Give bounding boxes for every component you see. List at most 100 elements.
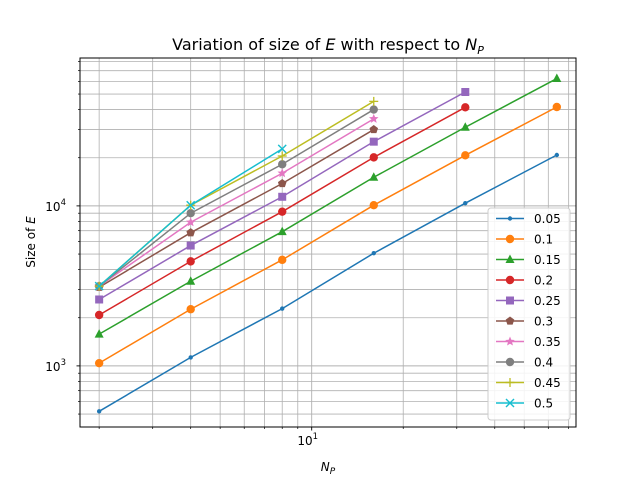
data-point <box>369 125 379 134</box>
series-line <box>98 77 558 335</box>
marker-shape <box>460 122 470 131</box>
legend-entry: 0.45 <box>496 376 561 390</box>
marker-shape <box>369 172 379 181</box>
marker-shape <box>186 276 196 285</box>
series-line <box>98 118 375 287</box>
data-point <box>186 241 195 250</box>
marker-shape <box>277 226 287 236</box>
data-point <box>277 168 287 178</box>
marker-shape <box>461 151 470 160</box>
marker-shape <box>506 296 514 305</box>
marker-shape <box>461 87 470 96</box>
data-point <box>96 409 102 414</box>
marker-shape <box>94 329 104 338</box>
series-0.15 <box>94 73 562 338</box>
data-point <box>95 295 104 304</box>
data-point <box>369 96 379 106</box>
marker-shape <box>369 125 379 134</box>
data-point <box>186 305 195 314</box>
axis-ticks: 101 103 104 <box>45 61 570 448</box>
marker-shape <box>463 200 468 206</box>
y-axis-label: Size of E <box>24 216 38 268</box>
data-point <box>186 200 196 210</box>
data-point <box>463 200 468 206</box>
marker-shape <box>186 241 195 250</box>
series-line <box>98 154 558 412</box>
marker-shape <box>94 310 104 320</box>
marker-shape <box>277 179 287 188</box>
legend-marker <box>505 316 515 325</box>
legend-entry: 0.4 <box>496 356 553 370</box>
marker-shape <box>505 234 515 244</box>
legend-label: 0.15 <box>534 253 561 267</box>
marker-shape <box>185 217 196 227</box>
legend-marker <box>506 296 514 305</box>
legend-label: 0.45 <box>534 376 561 390</box>
legend-entry: 0.35 <box>496 335 561 349</box>
legend: 0.05 0.1 0.15 0.2 0.25 0.3 0.35 0.4 0.45 0.5 <box>487 207 571 421</box>
data-point <box>278 192 287 201</box>
legend-marker <box>505 398 515 408</box>
marker-shape <box>95 295 104 304</box>
data-point <box>369 200 378 210</box>
data-point <box>94 358 104 368</box>
legend-marker <box>505 336 515 346</box>
data-point <box>369 153 378 162</box>
marker-shape <box>186 257 195 266</box>
data-point <box>94 310 104 320</box>
marker-shape <box>186 305 195 314</box>
legend-entry: 0.05 <box>496 212 561 226</box>
marker-shape <box>186 228 195 237</box>
marker-shape <box>278 255 287 265</box>
legend-label: 0.2 <box>534 274 553 288</box>
legend-label: 0.3 <box>534 315 553 329</box>
data-point <box>371 251 376 256</box>
legend-marker <box>505 357 515 367</box>
data-point <box>186 228 195 237</box>
data-point <box>277 226 287 236</box>
marker-shape <box>505 336 515 346</box>
marker-shape <box>371 251 376 256</box>
marker-shape <box>505 357 515 367</box>
data-point <box>278 160 287 169</box>
marker-shape <box>278 192 287 201</box>
data-point <box>461 87 470 96</box>
legend-entry: 0.15 <box>496 253 561 267</box>
data-point <box>278 255 287 265</box>
data-point <box>552 73 562 83</box>
marker-shape <box>278 207 287 216</box>
data-point <box>277 151 287 161</box>
marker-shape <box>507 216 513 221</box>
y-tick-label: 103 <box>45 358 66 374</box>
legend-label: 0.4 <box>534 356 553 370</box>
y-tick-label: 104 <box>45 198 66 214</box>
data-point <box>460 122 470 131</box>
series-0.5 <box>94 144 287 291</box>
x-tick-label: 101 <box>297 432 318 448</box>
marker-shape <box>369 137 378 146</box>
marker-shape <box>280 306 285 311</box>
data-point <box>280 306 285 311</box>
marker-shape <box>277 168 287 178</box>
data-point <box>369 137 378 146</box>
data-point <box>369 113 379 123</box>
marker-shape <box>369 200 378 210</box>
legend-marker <box>507 216 513 221</box>
series-0.25 <box>95 87 470 304</box>
series-line <box>98 108 375 287</box>
legend-marker <box>505 234 515 244</box>
data-series <box>94 73 562 414</box>
data-point <box>369 105 378 114</box>
plot-frame <box>79 57 577 428</box>
data-point <box>186 209 195 218</box>
data-point <box>369 172 379 181</box>
marker-shape <box>369 153 378 162</box>
legend-entry: 0.25 <box>496 294 561 308</box>
marker-shape <box>186 200 196 210</box>
legend-entry: 0.1 <box>496 233 553 247</box>
marker-shape <box>552 102 562 112</box>
marker-shape <box>505 254 515 263</box>
marker-shape <box>505 398 515 408</box>
legend-label: 0.35 <box>534 335 561 349</box>
marker-shape <box>505 275 515 285</box>
